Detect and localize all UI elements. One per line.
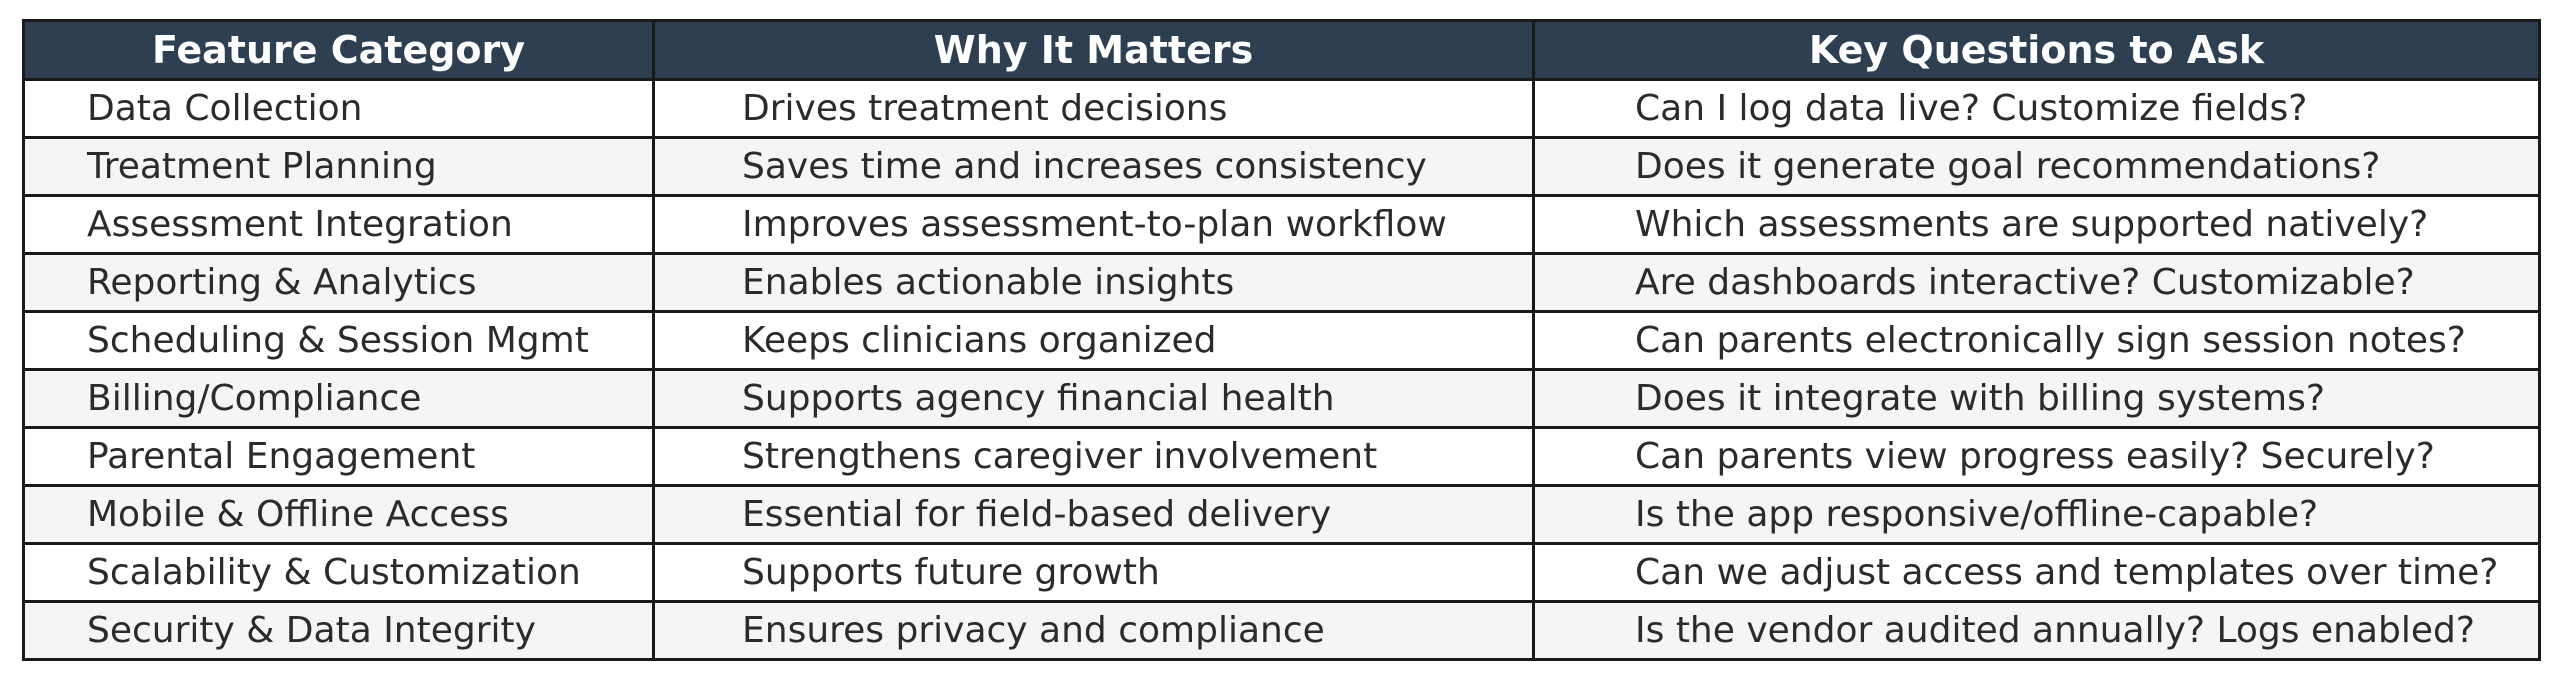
feature-category-cell: Scalability & Customization [22, 542, 655, 603]
key-questions-cell: Which assessments are supported natively… [1532, 194, 2541, 255]
table-row: Billing/Compliance Supports agency finan… [22, 368, 2541, 429]
why-it-matters-cell: Supports agency financial health [652, 368, 1535, 429]
feature-category-cell: Reporting & Analytics [22, 252, 655, 313]
feature-comparison-table: Feature Category Why It Matters Key Ques… [22, 19, 2541, 661]
feature-category-cell: Data Collection [22, 78, 655, 139]
why-it-matters-cell: Ensures privacy and compliance [652, 600, 1535, 661]
key-questions-cell: Can parents view progress easily? Secure… [1532, 426, 2541, 487]
table-body: Data Collection Drives treatment decisio… [22, 78, 2541, 661]
header-feature-category: Feature Category [22, 19, 655, 81]
table-row: Treatment Planning Saves time and increa… [22, 136, 2541, 197]
feature-category-cell: Parental Engagement [22, 426, 655, 487]
feature-category-cell: Assessment Integration [22, 194, 655, 255]
table-row: Data Collection Drives treatment decisio… [22, 78, 2541, 139]
key-questions-cell: Can parents electronically sign session … [1532, 310, 2541, 371]
why-it-matters-cell: Strengthens caregiver involvement [652, 426, 1535, 487]
table-row: Reporting & Analytics Enables actionable… [22, 252, 2541, 313]
table-row: Scheduling & Session Mgmt Keeps clinicia… [22, 310, 2541, 371]
key-questions-cell: Can I log data live? Customize fields? [1532, 78, 2541, 139]
why-it-matters-cell: Drives treatment decisions [652, 78, 1535, 139]
key-questions-cell: Are dashboards interactive? Customizable… [1532, 252, 2541, 313]
key-questions-cell: Can we adjust access and templates over … [1532, 542, 2541, 603]
why-it-matters-cell: Keeps clinicians organized [652, 310, 1535, 371]
feature-comparison-table-container: Feature Category Why It Matters Key Ques… [22, 19, 2541, 661]
table-row: Assessment Integration Improves assessme… [22, 194, 2541, 255]
table-row: Scalability & Customization Supports fut… [22, 542, 2541, 603]
table-header: Feature Category Why It Matters Key Ques… [22, 19, 2541, 81]
feature-category-cell: Mobile & Offline Access [22, 484, 655, 545]
header-why-it-matters: Why It Matters [652, 19, 1535, 81]
feature-category-cell: Security & Data Integrity [22, 600, 655, 661]
why-it-matters-cell: Enables actionable insights [652, 252, 1535, 313]
key-questions-cell: Does it generate goal recommendations? [1532, 136, 2541, 197]
why-it-matters-cell: Essential for field-based delivery [652, 484, 1535, 545]
why-it-matters-cell: Supports future growth [652, 542, 1535, 603]
key-questions-cell: Is the app responsive/offline-capable? [1532, 484, 2541, 545]
why-it-matters-cell: Saves time and increases consistency [652, 136, 1535, 197]
feature-category-cell: Scheduling & Session Mgmt [22, 310, 655, 371]
key-questions-cell: Does it integrate with billing systems? [1532, 368, 2541, 429]
table-row: Parental Engagement Strengthens caregive… [22, 426, 2541, 487]
table-row: Mobile & Offline Access Essential for fi… [22, 484, 2541, 545]
table-row: Security & Data Integrity Ensures privac… [22, 600, 2541, 661]
feature-category-cell: Billing/Compliance [22, 368, 655, 429]
feature-category-cell: Treatment Planning [22, 136, 655, 197]
why-it-matters-cell: Improves assessment-to-plan workflow [652, 194, 1535, 255]
header-key-questions: Key Questions to Ask [1532, 19, 2541, 81]
header-row: Feature Category Why It Matters Key Ques… [22, 19, 2541, 81]
key-questions-cell: Is the vendor audited annually? Logs ena… [1532, 600, 2541, 661]
